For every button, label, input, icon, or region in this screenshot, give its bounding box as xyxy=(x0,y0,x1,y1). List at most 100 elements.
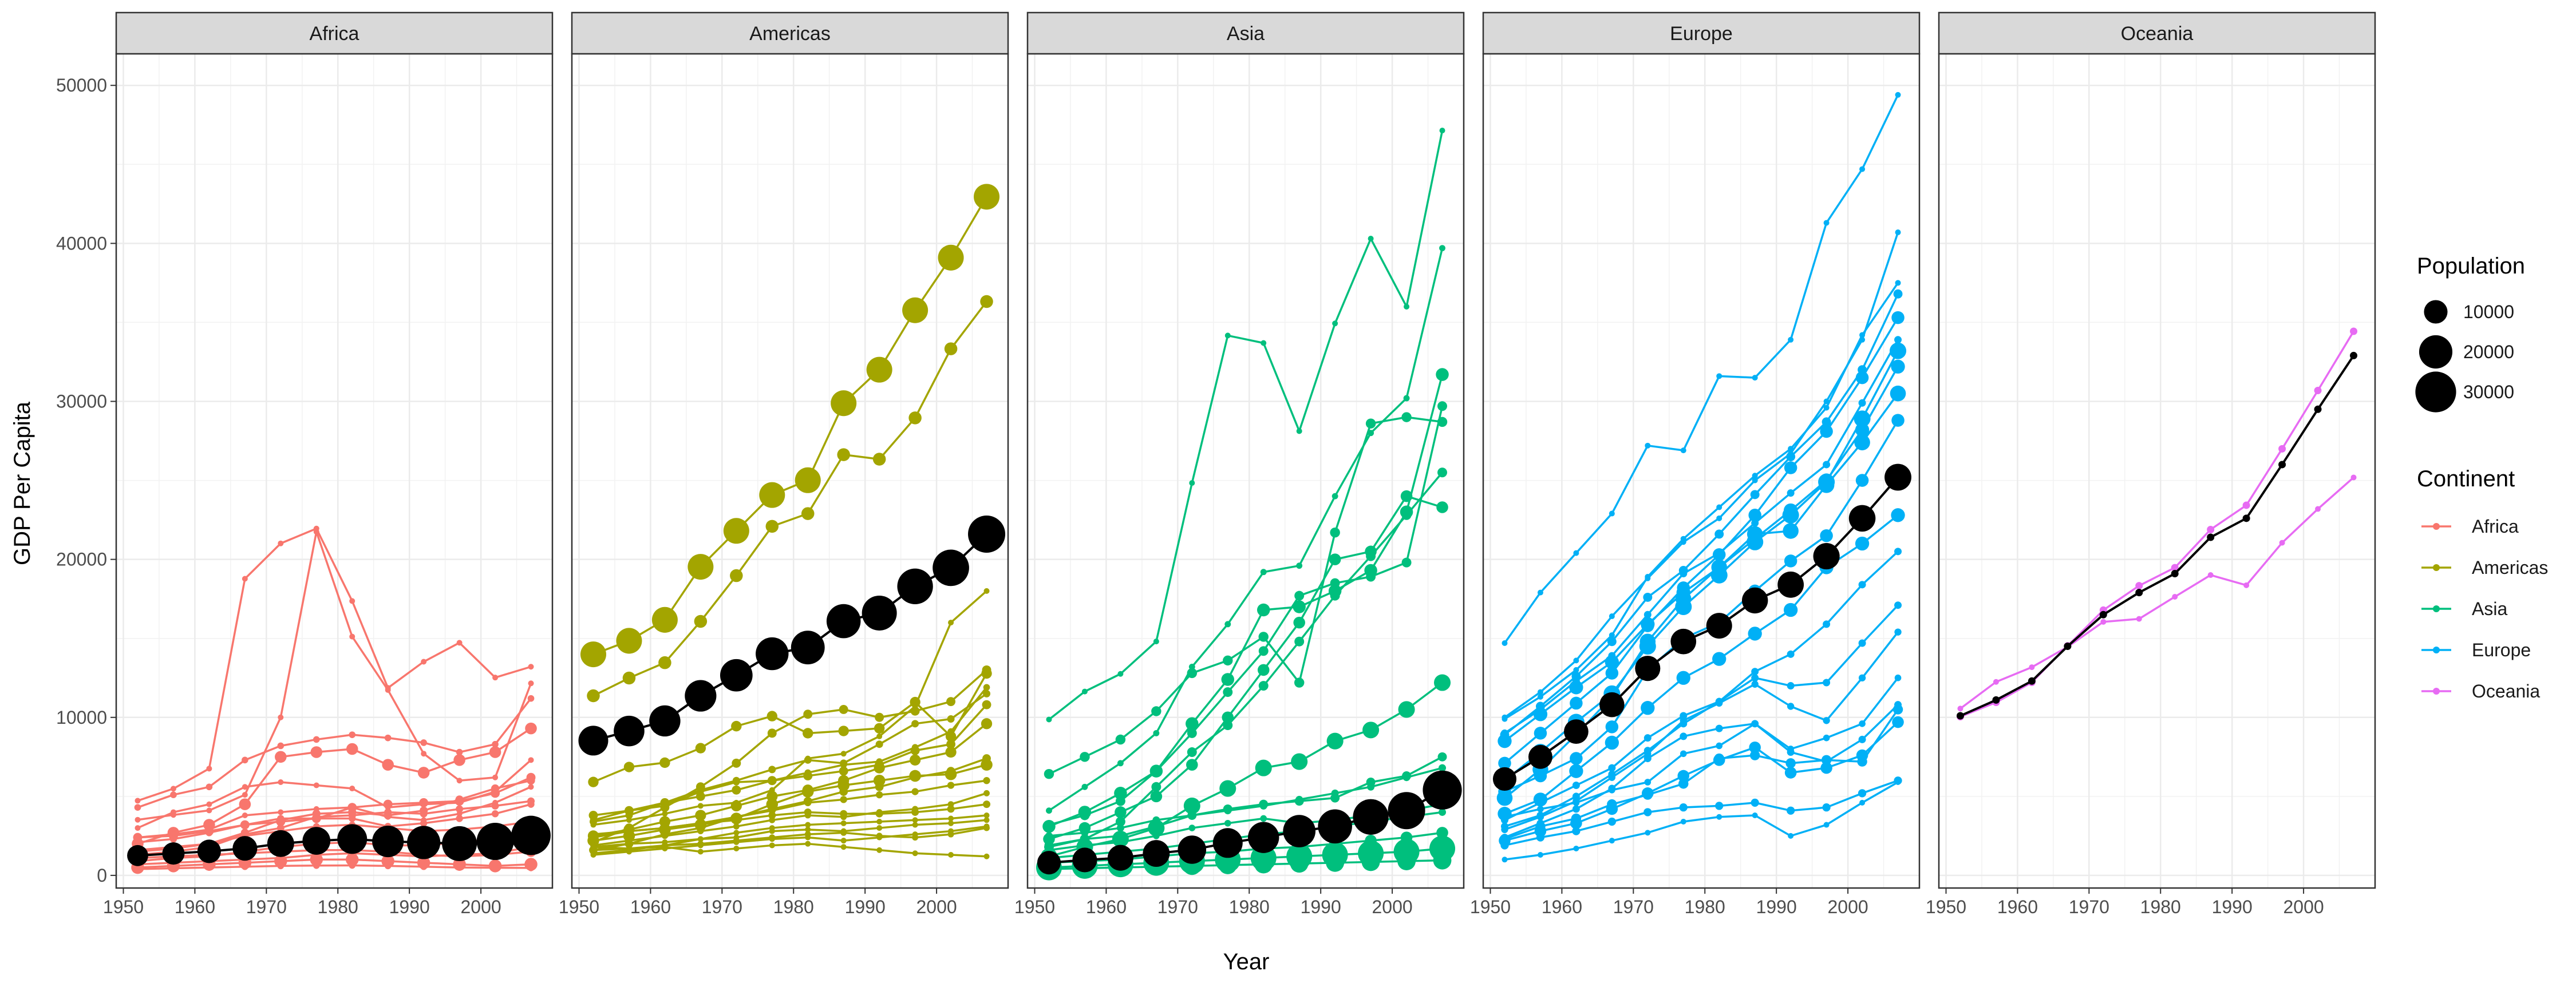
country-line xyxy=(593,827,987,851)
country-point xyxy=(275,751,287,763)
country-point xyxy=(384,734,392,742)
mean-point xyxy=(337,824,368,854)
country-point xyxy=(659,757,670,768)
mean-point xyxy=(1283,815,1316,847)
country-point xyxy=(944,342,958,355)
country-point xyxy=(1502,716,1508,722)
y-tick-label: 0 xyxy=(97,865,107,886)
country-point xyxy=(1534,727,1547,740)
country-point xyxy=(2278,445,2286,453)
mean-point xyxy=(127,845,148,866)
country-line xyxy=(1049,406,1444,826)
country-point xyxy=(1115,816,1125,827)
country-point xyxy=(1290,854,1309,873)
country-point xyxy=(1117,760,1124,767)
country-point xyxy=(1573,667,1579,673)
country-line xyxy=(137,530,532,821)
country-point xyxy=(874,762,885,774)
legend-size-label: 20000 xyxy=(2463,342,2514,362)
country-point xyxy=(1716,504,1722,510)
legend-color-label: Africa xyxy=(2472,516,2519,537)
country-point xyxy=(1957,705,1963,712)
country-point xyxy=(626,845,633,852)
country-point xyxy=(2350,327,2358,335)
country-point xyxy=(1859,720,1866,727)
mean-point xyxy=(1635,656,1661,681)
country-point xyxy=(1537,689,1543,695)
country-point xyxy=(1607,817,1616,826)
country-point xyxy=(1752,477,1758,483)
country-point xyxy=(384,862,392,870)
mean-point xyxy=(407,826,441,859)
country-point xyxy=(911,788,919,795)
mean-point xyxy=(197,839,221,863)
country-point xyxy=(1609,838,1615,844)
country-point xyxy=(278,714,284,720)
country-point xyxy=(1894,548,1902,556)
country-point xyxy=(528,757,534,763)
mean-point xyxy=(442,826,477,861)
country-point xyxy=(1680,819,1686,825)
country-point xyxy=(135,798,141,804)
country-point xyxy=(242,863,248,870)
country-point xyxy=(1858,581,1866,589)
country-point xyxy=(313,815,320,822)
country-point xyxy=(1439,764,1447,772)
country-point xyxy=(1258,646,1269,656)
country-point xyxy=(1609,632,1615,639)
country-point xyxy=(733,845,740,851)
mean-point xyxy=(720,659,753,692)
facet-americas: Americas 1950 1960 1970 1980 1990 2000 xyxy=(559,11,1009,917)
country-point xyxy=(1433,851,1452,870)
country-point xyxy=(587,689,600,703)
country-point xyxy=(1858,789,1867,798)
country-point xyxy=(1223,687,1233,697)
country-line xyxy=(593,723,987,837)
country-line xyxy=(1504,704,1899,839)
country-point xyxy=(625,827,633,835)
country-point xyxy=(349,598,355,604)
country-point xyxy=(310,746,323,758)
country-point xyxy=(1501,826,1508,833)
country-line xyxy=(1048,495,1443,841)
country-point xyxy=(1255,759,1272,776)
country-point xyxy=(983,588,990,594)
legend-size-label: 30000 xyxy=(2463,382,2514,402)
country-point xyxy=(1895,779,1901,785)
country-point xyxy=(419,798,429,807)
country-point xyxy=(837,779,850,791)
mean-point xyxy=(476,823,514,861)
country-point xyxy=(1115,806,1127,818)
mean-point xyxy=(649,705,681,737)
mean-point xyxy=(1813,543,1840,570)
country-point xyxy=(1750,490,1760,500)
x-tick-label: 1980 xyxy=(773,897,814,917)
country-point xyxy=(349,815,356,822)
x-tick-label: 1960 xyxy=(1086,897,1127,917)
country-point xyxy=(135,816,141,823)
country-point xyxy=(1715,549,1723,557)
country-point xyxy=(1257,603,1270,617)
mean-point xyxy=(1492,767,1517,791)
country-point xyxy=(492,740,499,748)
country-point xyxy=(417,767,430,779)
country-line xyxy=(137,727,532,845)
country-point xyxy=(1437,752,1447,762)
country-point xyxy=(1644,779,1652,786)
country-point xyxy=(1607,799,1617,810)
country-point xyxy=(1260,815,1267,822)
country-line xyxy=(593,590,987,826)
mean-point xyxy=(2242,514,2250,522)
country-point xyxy=(795,467,821,493)
country-point xyxy=(1641,617,1655,632)
country-point xyxy=(948,620,954,626)
country-point xyxy=(349,731,356,738)
country-point xyxy=(1751,668,1759,676)
country-point xyxy=(2136,616,2142,622)
x-tick-label: 1990 xyxy=(2212,897,2253,917)
country-point xyxy=(1437,467,1447,478)
country-point xyxy=(1151,782,1161,792)
mean-point xyxy=(933,549,969,586)
country-point xyxy=(1573,657,1579,664)
country-point xyxy=(1117,671,1124,677)
